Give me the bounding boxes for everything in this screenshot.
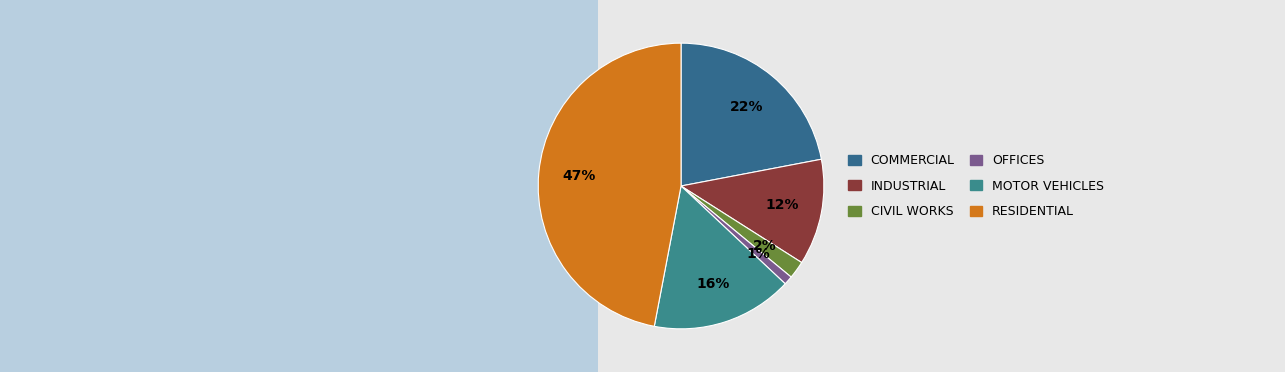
Wedge shape bbox=[681, 159, 824, 263]
Wedge shape bbox=[654, 186, 785, 329]
Text: 1%: 1% bbox=[747, 247, 770, 261]
Text: 2%: 2% bbox=[753, 240, 776, 253]
Wedge shape bbox=[681, 186, 792, 284]
Legend: COMMERCIAL, INDUSTRIAL, CIVIL WORKS, OFFICES, MOTOR VEHICLES, RESIDENTIAL: COMMERCIAL, INDUSTRIAL, CIVIL WORKS, OFF… bbox=[848, 154, 1104, 218]
Text: 12%: 12% bbox=[766, 198, 799, 212]
Text: 47%: 47% bbox=[562, 169, 595, 183]
Wedge shape bbox=[538, 43, 681, 326]
Text: 16%: 16% bbox=[696, 277, 730, 291]
Text: 22%: 22% bbox=[730, 100, 763, 114]
Wedge shape bbox=[681, 43, 821, 186]
Wedge shape bbox=[681, 186, 802, 277]
